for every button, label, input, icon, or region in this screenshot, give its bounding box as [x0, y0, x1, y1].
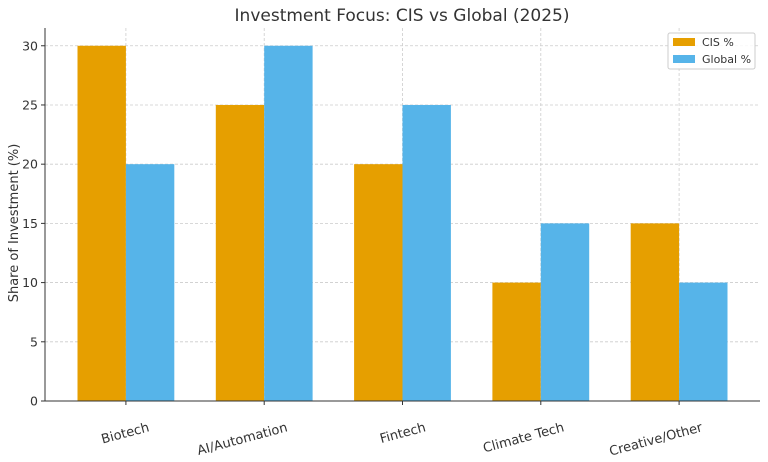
- bar-global-biotech: [125, 164, 175, 401]
- x-tick-label: Creative/Other: [608, 420, 705, 458]
- bars: [77, 45, 728, 402]
- y-tick-label: 30: [22, 38, 38, 53]
- bar-cis-climatetech: [492, 282, 541, 401]
- x-tick-label: AI/Automation: [196, 420, 290, 458]
- bar-cis-biotech: [77, 45, 126, 402]
- y-tick-label: 25: [22, 97, 38, 112]
- y-tick-label: 0: [30, 394, 38, 409]
- legend-swatch: [673, 55, 695, 63]
- y-tick-label: 20: [22, 157, 38, 172]
- x-tick-label: Climate Tech: [482, 420, 566, 456]
- bar-cis-fintech: [354, 164, 403, 401]
- bar-global-creativeother: [679, 282, 728, 401]
- y-tick-label: 5: [30, 334, 38, 349]
- bar-global-aiautomation: [264, 45, 313, 402]
- bar-cis-creativeother: [630, 223, 680, 401]
- y-tick-label: 10: [22, 275, 38, 290]
- bar-cis-aiautomation: [215, 104, 265, 401]
- legend-label: CIS %: [702, 36, 734, 49]
- legend: CIS % Global %: [667, 32, 756, 70]
- x-tick-label: Biotech: [100, 420, 151, 447]
- y-tick-label: 15: [22, 216, 38, 231]
- legend-swatch: [673, 38, 695, 46]
- y-axis-label: Share of Investment (%): [7, 144, 22, 303]
- x-tick-label: Fintech: [378, 420, 427, 447]
- bar-global-climatetech: [540, 223, 590, 401]
- bar-global-fintech: [402, 104, 451, 401]
- legend-label: Global %: [702, 53, 751, 66]
- chart-title: Investment Focus: CIS vs Global (2025): [235, 6, 570, 26]
